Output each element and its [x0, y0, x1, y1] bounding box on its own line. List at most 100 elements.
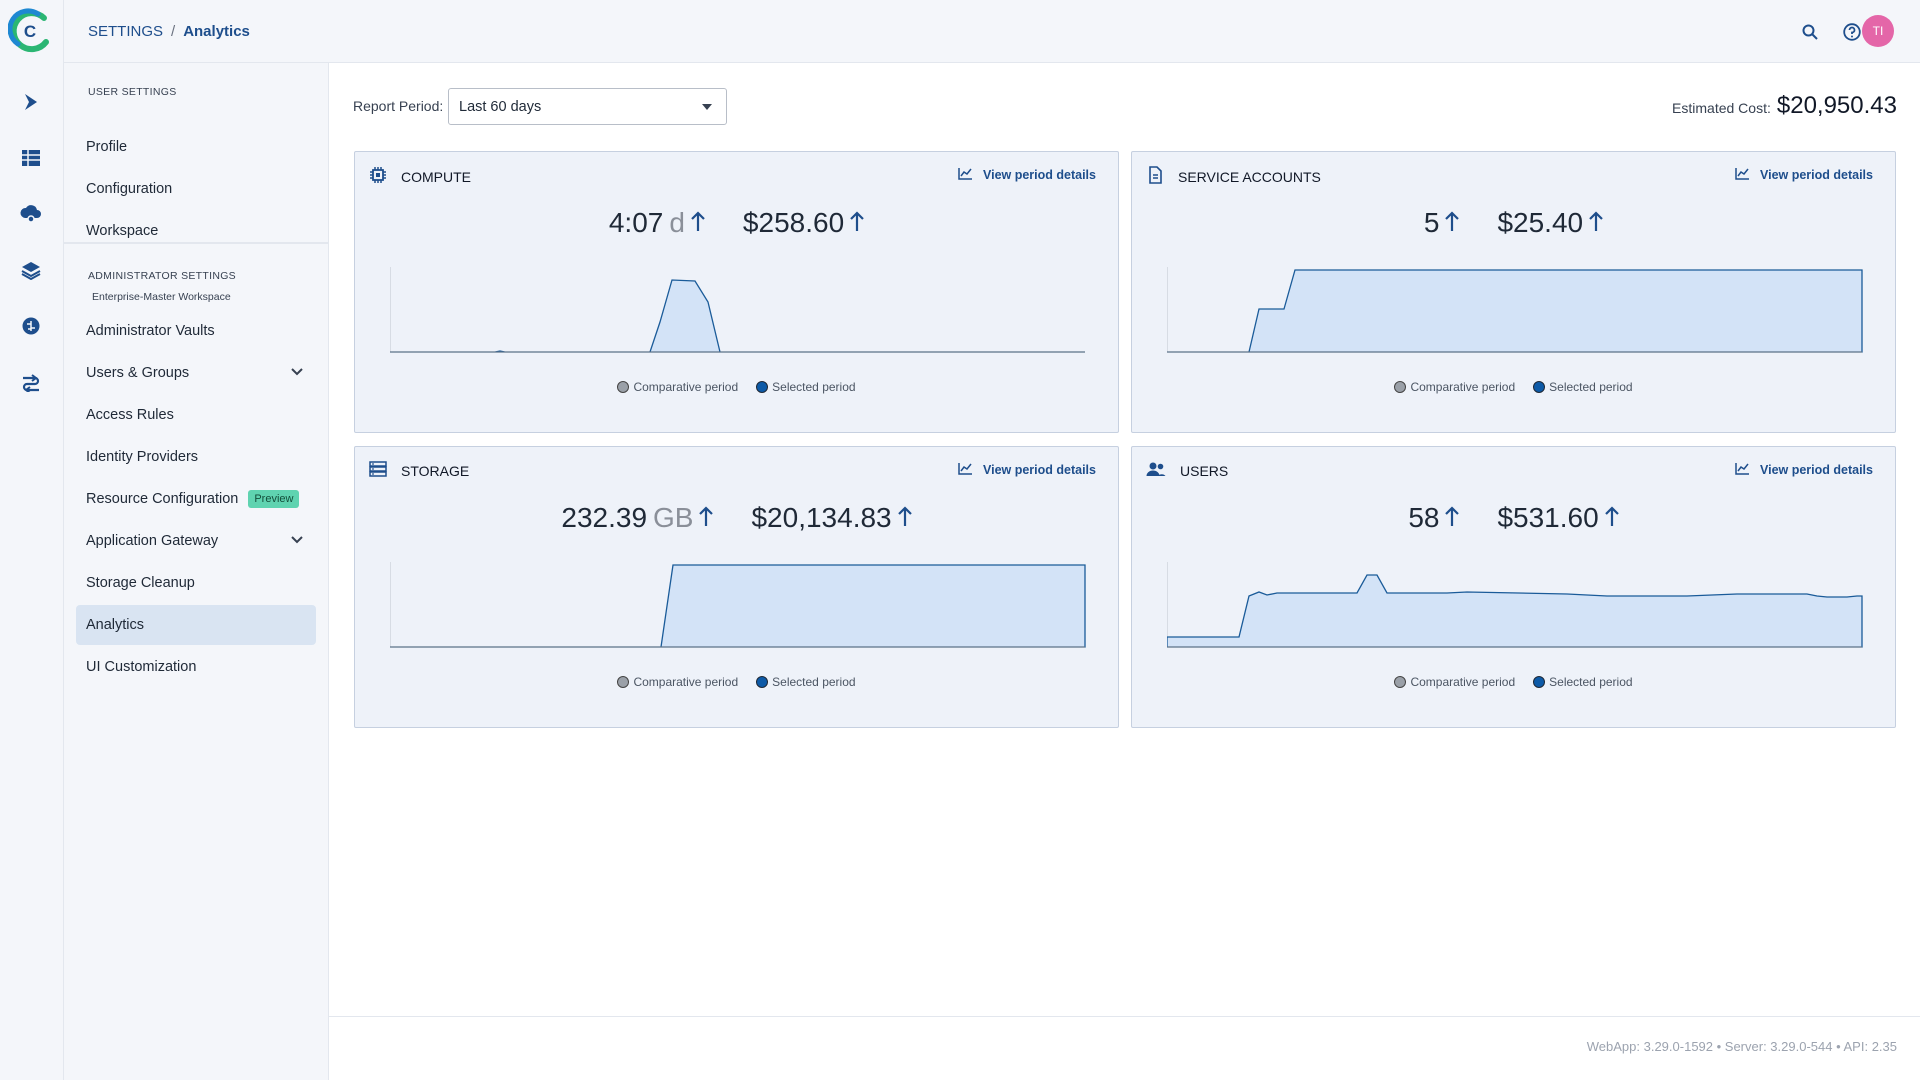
chart-legend: Comparative period Selected period: [355, 675, 1118, 689]
arrow-up-icon: [1445, 207, 1460, 239]
admin-settings-title: ADMINISTRATOR SETTINGS: [88, 270, 236, 282]
chart-legend: Comparative period Selected period: [1132, 675, 1895, 689]
card-header: USERS: [1146, 461, 1228, 480]
document-icon: [1146, 166, 1164, 187]
nav-item-access-rules[interactable]: Access Rules: [86, 407, 174, 423]
legend-label: Selected period: [772, 675, 856, 689]
arrow-up-icon: [1604, 502, 1619, 534]
app-logo[interactable]: C: [7, 8, 52, 54]
legend-comparative: Comparative period: [617, 675, 738, 689]
nav-item-application-gateway[interactable]: Application Gateway: [76, 521, 316, 561]
admin-workspace-name: Enterprise-Master Workspace: [92, 291, 231, 303]
legend-label: Comparative period: [1410, 380, 1516, 394]
legend-label: Comparative period: [633, 380, 739, 394]
estimated-cost-label: Estimated Cost:: [1672, 100, 1771, 116]
line-chart-icon: [1735, 462, 1750, 478]
selected-dot-icon: [1533, 381, 1546, 393]
arrow-up-icon: [897, 502, 912, 534]
nav-item-workspace[interactable]: Workspace: [86, 223, 159, 239]
view-period-details-link[interactable]: View period details: [958, 462, 1096, 478]
version-info: WebApp: 3.29.0-1592 • Server: 3.29.0-544…: [1586, 1039, 1897, 1054]
legend-label: Selected period: [772, 380, 856, 394]
card-metrics: 4:07 d $258.60: [355, 207, 1118, 239]
main-content: Report Period: Last 60 days Estimated Co…: [329, 63, 1920, 1080]
nav-item-label: Resource Configuration: [86, 491, 239, 507]
nav-item-resource-configuration[interactable]: Resource Configuration Preview: [76, 479, 316, 519]
pipelines-icon[interactable]: [18, 369, 44, 395]
chevron-down-icon[interactable]: [290, 533, 304, 551]
nav-item-users-groups[interactable]: Users & Groups: [76, 353, 316, 393]
arrow-up-icon: [699, 502, 714, 534]
view-period-details-label: View period details: [982, 168, 1096, 182]
brain-icon[interactable]: [18, 313, 44, 339]
nav-item-administrator-vaults[interactable]: Administrator Vaults: [86, 323, 215, 339]
nav-item-profile[interactable]: Profile: [86, 139, 128, 155]
metric-value: $20,134.83: [751, 502, 892, 533]
selected-dot-icon: [756, 381, 769, 393]
arrow-up-icon: [850, 207, 864, 239]
data-table-icon[interactable]: [18, 145, 44, 171]
legend-label: Selected period: [1549, 380, 1633, 394]
service-accounts-count: 5: [1424, 207, 1460, 239]
card-title: SERVICE ACCOUNTS: [1178, 168, 1321, 185]
storage-card: STORAGE View period details 232.39 GB $2…: [354, 446, 1119, 728]
card-metrics: 58 $531.60: [1132, 502, 1895, 534]
chart-legend: Comparative period Selected period: [1132, 380, 1895, 394]
metric-value: $25.40: [1497, 207, 1584, 238]
layers-icon[interactable]: [18, 257, 44, 283]
estimated-cost: Estimated Cost: $20,950.43: [1672, 92, 1897, 120]
nav-item-analytics[interactable]: Analytics: [76, 605, 316, 645]
cloud-settings-icon[interactable]: [18, 201, 44, 227]
user-settings-title: USER SETTINGS: [88, 86, 177, 98]
chevron-down-icon[interactable]: [290, 365, 304, 383]
help-icon[interactable]: [1841, 21, 1863, 43]
card-title: STORAGE: [401, 462, 470, 479]
metric-value: $531.60: [1497, 502, 1599, 533]
nav-item-identity-providers[interactable]: Identity Providers: [86, 449, 199, 465]
chip-icon: [369, 166, 387, 187]
users-chart: [1167, 562, 1863, 648]
storage-size: 232.39 GB: [561, 502, 714, 534]
metric-value: 4:07: [608, 207, 664, 238]
preview-badge: Preview: [248, 490, 300, 508]
service-accounts-cost: $25.40: [1497, 207, 1603, 239]
card-metrics: 232.39 GB $20,134.83: [355, 502, 1118, 534]
breadcrumb-settings[interactable]: SETTINGS: [88, 23, 164, 40]
comparative-dot-icon: [1394, 381, 1407, 393]
legend-selected: Selected period: [756, 675, 856, 689]
service-accounts-chart: [1167, 267, 1863, 353]
report-period-select[interactable]: Last 60 days: [448, 88, 727, 125]
line-chart-icon: [958, 167, 973, 183]
arrow-up-icon: [1445, 502, 1460, 534]
comparative-dot-icon: [1394, 676, 1407, 688]
avatar[interactable]: TI: [1862, 15, 1894, 47]
comparative-dot-icon: [617, 381, 630, 393]
run-icon[interactable]: [18, 89, 44, 115]
metric-value: 58: [1408, 502, 1440, 533]
compute-duration: 4:07 d: [609, 207, 705, 239]
view-period-details-link[interactable]: View period details: [1735, 462, 1873, 478]
nav-item-ui-customization[interactable]: UI Customization: [86, 659, 197, 675]
view-period-details-label: View period details: [1759, 463, 1873, 477]
metric-value: $258.60: [742, 207, 845, 238]
metric-value: 5: [1423, 207, 1440, 238]
nav-item-storage-cleanup[interactable]: Storage Cleanup: [86, 575, 195, 591]
legend-label: Comparative period: [633, 675, 739, 689]
nav-item-label: Users & Groups: [86, 365, 190, 381]
search-icon[interactable]: [1799, 21, 1821, 43]
view-period-details-link[interactable]: View period details: [1735, 167, 1873, 183]
card-header: SERVICE ACCOUNTS: [1146, 166, 1321, 187]
estimated-cost-value: $20,950.43: [1776, 92, 1897, 119]
breadcrumb-separator: /: [171, 23, 176, 40]
users-count: 58: [1408, 502, 1460, 534]
legend-label: Comparative period: [1410, 675, 1516, 689]
legend-selected: Selected period: [1533, 380, 1633, 394]
storage-icon: [369, 461, 387, 480]
view-period-details-label: View period details: [1759, 168, 1873, 182]
legend-comparative: Comparative period: [617, 380, 738, 394]
selected-dot-icon: [1533, 676, 1546, 688]
view-period-details-link[interactable]: View period details: [958, 167, 1096, 183]
nav-item-configuration[interactable]: Configuration: [86, 181, 173, 197]
arrow-up-icon: [691, 207, 705, 239]
users-cost: $531.60: [1497, 502, 1619, 534]
